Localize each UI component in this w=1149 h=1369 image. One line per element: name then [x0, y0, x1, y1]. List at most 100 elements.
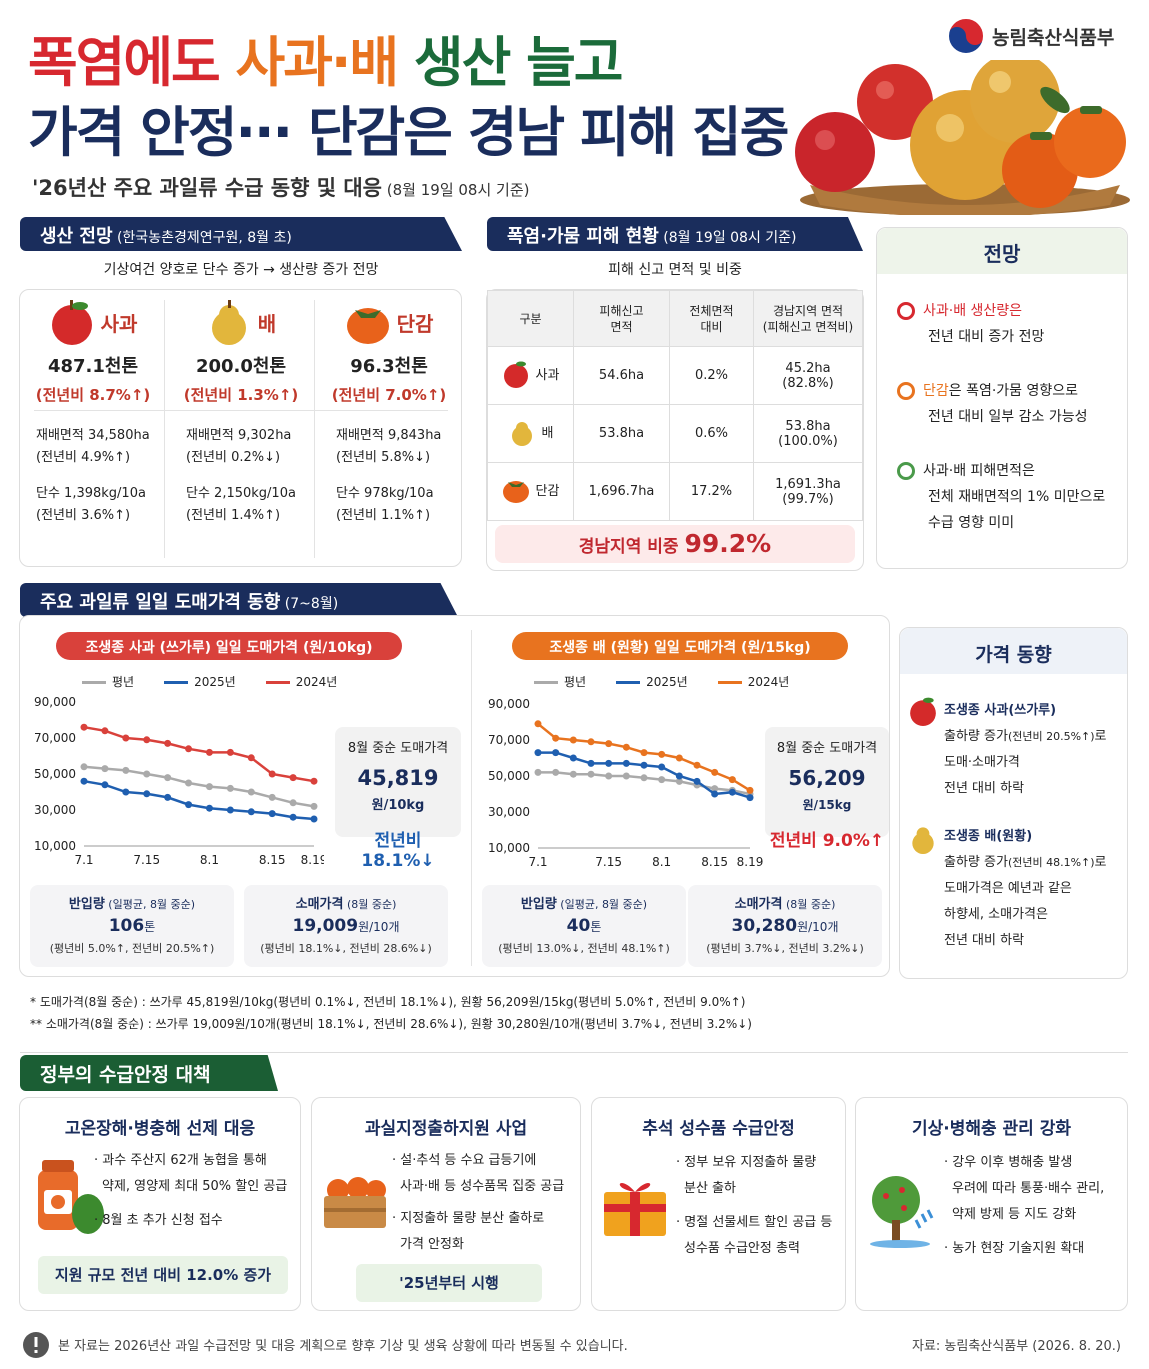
price-trend-panel: 가격 동향 조생종 사과(쓰가루) 출하량 증가(전년비 20.5%↑)로 도매…: [899, 627, 1128, 979]
data-point: [675, 777, 683, 785]
table-row: 배 53.8ha 0.6% 53.8ha (100.0%): [487, 404, 863, 463]
data-point: [746, 786, 754, 794]
production-pear: 배 200.0천톤 (전년비 1.3%↑): [168, 290, 314, 405]
warning-icon: [23, 1332, 49, 1358]
data-point: [640, 774, 648, 782]
data-point: [711, 790, 719, 798]
tree-icon: [870, 1176, 934, 1248]
outlook-item-2: 단감은 폭염·가뭄 영향으로 전년 대비 일부 감소 가능성: [897, 378, 1087, 430]
x-tick-label: 7.15: [133, 853, 160, 867]
data-point: [80, 763, 88, 771]
pear-retail-box: 소매가격 (8월 중순) 30,280원/10개 (평년비 3.7%↓, 전년비 3…: [688, 885, 882, 967]
gov-card-2: 과실지정출하지원 사업 · 설·추석 등 수요 급등기에 사과·배 등 성수품목 …: [311, 1097, 581, 1311]
data-point: [289, 813, 297, 821]
headline-line-1: 폭염에도 사과·배 생산 늘고: [28, 31, 623, 94]
data-point: [268, 810, 276, 818]
y-tick-label: 90,000: [34, 695, 76, 709]
x-tick-label: 7.1: [528, 855, 547, 869]
outlook-panel: 전망 사과·배 생산량은 전년 대비 증가 전망 단감은 폭염·가뭄 영향으로 전년…: [876, 227, 1128, 569]
pear-icon: [912, 827, 934, 854]
apple-icon: [910, 697, 936, 726]
data-point: [289, 774, 297, 782]
data-point: [534, 749, 542, 757]
data-point: [205, 783, 213, 791]
x-tick-label: 8.19: [737, 855, 764, 869]
data-point: [247, 788, 255, 796]
medicine-bottle-icon: [38, 1160, 104, 1234]
check-icon: [897, 382, 915, 400]
footnote-retail: ** 소매가격(8월 중순) : 쓰가루 19,009원/10개(평년비 18.…: [30, 1017, 752, 1031]
gov-section-header: 정부의 수급안정 대책: [20, 1055, 278, 1091]
gov-badge-2: '25년부터 시행: [356, 1264, 542, 1302]
legend-item: 2025년: [164, 673, 236, 690]
data-point: [569, 770, 577, 778]
data-point: [122, 788, 130, 796]
gov-badge-1: 지원 규모 전년 대비 12.0% 증가: [38, 1256, 288, 1294]
data-point: [622, 772, 630, 780]
legend-item: 평년: [82, 673, 134, 690]
pear-chart-title: 조생종 배 (원황) 일일 도매가격 (원/15kg): [512, 632, 848, 660]
outlook-item-3: 사과·배 피해면적은 전체 재배면적의 1% 미만으로 수급 영향 미미: [897, 458, 1105, 536]
pear-chart-legend: 평년 2025년 2024년: [534, 673, 789, 690]
gyeongnam-share-banner: 경남지역 비중 99.2%: [495, 525, 855, 563]
data-point: [164, 793, 172, 801]
data-point: [675, 754, 683, 762]
x-tick-label: 8.15: [701, 855, 728, 869]
persimmon-icon: [502, 480, 529, 503]
data-point: [605, 772, 613, 780]
data-point: [122, 734, 130, 742]
y-tick-label: 50,000: [488, 769, 530, 783]
production-caption: 기상여건 양호로 단수 증가 → 생산량 증가 전망: [103, 262, 379, 278]
data-point: [569, 736, 577, 744]
legend-item: 평년: [534, 673, 586, 690]
gov-card-3: 추석 성수품 수급안정 · 정부 보유 지정출하 물량 분산 출하 · 명절 선물세…: [591, 1097, 846, 1311]
y-tick-label: 70,000: [34, 731, 76, 745]
data-point: [605, 740, 613, 748]
data-point: [552, 734, 560, 742]
data-point: [622, 743, 630, 751]
gov-card-1: 고온장해·병충해 선제 대응 · 과수 주산지 62개 농협을 통해 약제, 영양…: [19, 1097, 301, 1311]
apple-icon: [51, 300, 92, 345]
data-point: [658, 776, 666, 784]
apple-area: 재배면적 34,580ha (전년비 4.9%↑) 단수 1,398kg/10a (전…: [36, 428, 150, 523]
production-panel: 사과 487.1천톤 (전년비 8.7%↑) 배 200.0천톤 (전년비 1.…: [19, 289, 462, 567]
outlook-item-1: 사과·배 생산량은 전년 대비 증가 전망: [897, 298, 1044, 350]
data-point: [728, 776, 736, 784]
apple-retail-box: 소매가격 (8월 중순) 19,009원/10개 (평년비 18.1%↓, 전년비 …: [244, 885, 448, 967]
header-category: 구분: [487, 290, 574, 347]
footnote-wholesale: * 도매가격(8월 중순) : 쓰가루 45,819원/10kg(평년비 0.1…: [30, 995, 746, 1009]
data-point: [658, 763, 666, 771]
pear-icon: [211, 300, 246, 345]
data-point: [711, 785, 719, 793]
damage-table: 구분 피해신고 면적 전체면적 대비 경남지역 면적 (피해신고 면적비) 사과…: [487, 290, 863, 521]
data-point: [310, 777, 318, 785]
data-point: [101, 781, 109, 789]
check-icon: [897, 462, 915, 480]
y-tick-label: 30,000: [488, 805, 530, 819]
series-line-1: [83, 779, 315, 821]
persimmon-area: 재배면적 9,843ha (전년비 5.8%↓) 단수 978kg/10a (전년비 …: [336, 428, 442, 523]
data-point: [569, 754, 577, 762]
apple-chart-legend: 평년 2025년 2024년: [82, 673, 337, 690]
apple-icon: [503, 361, 528, 388]
data-point: [268, 770, 276, 778]
data-point: [622, 759, 630, 767]
x-tick-label: 7.1: [74, 853, 93, 867]
data-point: [605, 759, 613, 767]
headline-line-2: 가격 안정··· 단감은 경남 피해 집중: [28, 101, 789, 164]
fruit-crate-icon: [324, 1177, 386, 1228]
header-share: 전체면적 대비: [669, 290, 754, 347]
data-point: [552, 768, 560, 776]
ministry-logo: 농림축산식품부: [946, 16, 1114, 56]
trend-apple: 조생종 사과(쓰가루) 출하량 증가(전년비 20.5%↑)로 도매·소매가격 전…: [944, 703, 1107, 796]
footer-source: 자료: 농림축산식품부 (2026. 8. 20.): [912, 1339, 1121, 1354]
data-point: [122, 766, 130, 774]
data-point: [640, 749, 648, 757]
data-point: [534, 720, 542, 728]
data-point: [226, 806, 234, 814]
y-tick-label: 10,000: [34, 839, 76, 853]
series-line-2: [83, 725, 315, 783]
data-point: [185, 745, 193, 753]
data-point: [310, 815, 318, 823]
